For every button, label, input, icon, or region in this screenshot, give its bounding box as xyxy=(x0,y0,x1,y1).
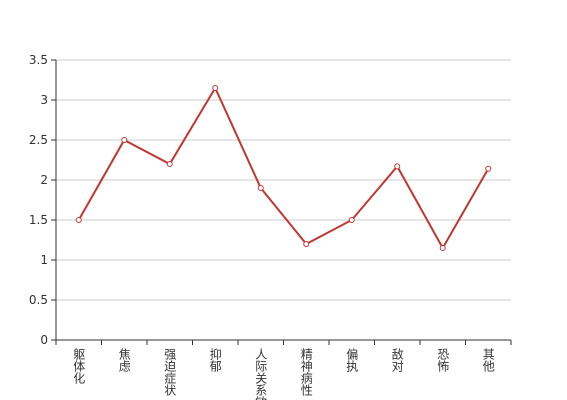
point xyxy=(212,85,219,91)
point xyxy=(394,163,401,170)
x-tick-label: 躯体化 xyxy=(72,347,86,385)
point xyxy=(121,137,128,143)
y-tick-label: 2 xyxy=(40,173,48,187)
y-tick-label: 2.5 xyxy=(29,133,48,147)
x-tick-label: 抑郁 xyxy=(208,347,222,373)
point xyxy=(303,241,310,247)
x-tick-label: 强迫症状 xyxy=(163,348,177,396)
x-tick-label: 精神病性 xyxy=(299,348,313,397)
x-tick-label: 焦虑 xyxy=(117,348,131,372)
point xyxy=(348,217,355,223)
x-tick-label: 敌对 xyxy=(390,347,404,372)
point xyxy=(75,217,82,223)
point xyxy=(166,161,173,167)
point xyxy=(485,165,492,172)
point xyxy=(257,185,264,191)
y-tick-label: 3 xyxy=(40,93,48,107)
y-tick-label: 0.5 xyxy=(29,293,48,307)
x-tick-label: 偏执 xyxy=(345,347,359,373)
y-tick-label: 3.5 xyxy=(29,53,48,67)
x-tick-label: 恐怖 xyxy=(436,348,450,372)
x-tick-label: 人际关系敏感 xyxy=(254,348,268,400)
y-tick-label: 0 xyxy=(40,333,48,347)
y-tick-label: 1.5 xyxy=(29,213,48,227)
y-tick-label: 1 xyxy=(40,253,48,267)
line xyxy=(77,85,490,251)
point xyxy=(439,245,446,251)
x-tick-label: 其他 xyxy=(481,348,495,372)
